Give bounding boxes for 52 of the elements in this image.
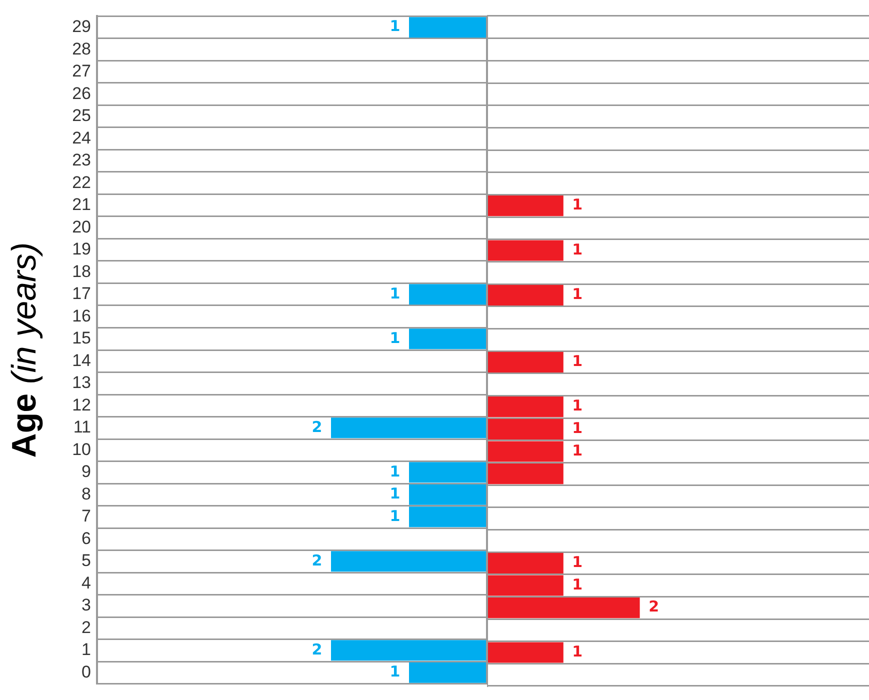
y-tick-label: 8 xyxy=(82,484,91,504)
y-axis-title: Age (in years) xyxy=(6,242,44,458)
data-label: 1 xyxy=(572,441,583,460)
data-label: 1 xyxy=(390,484,400,503)
y-tick-label: 2 xyxy=(82,618,91,637)
data-label: 2 xyxy=(648,598,660,616)
data-label: 1 xyxy=(572,575,583,594)
y-tick-label: 13 xyxy=(72,373,91,392)
y-tick-label: 12 xyxy=(72,395,91,414)
data-label: 2 xyxy=(312,551,322,570)
y-tick-label: 15 xyxy=(72,328,91,348)
y-tick-label: 27 xyxy=(72,62,91,81)
data-label: 1 xyxy=(572,240,583,258)
data-label: 1 xyxy=(390,662,400,681)
y-tick-label: 7 xyxy=(82,506,91,526)
y-tick-label: 21 xyxy=(72,195,91,214)
y-tick-label: 11 xyxy=(73,418,91,437)
data-label: 1 xyxy=(572,396,583,415)
y-tick-label: 18 xyxy=(72,262,91,281)
y-tick-label: 28 xyxy=(72,39,91,58)
y-tick-label: 16 xyxy=(72,306,91,326)
y-tick-label: 6 xyxy=(82,528,91,548)
y-tick-label: 24 xyxy=(72,128,91,148)
data-label: 1 xyxy=(572,419,583,438)
data-label: 1 xyxy=(390,506,400,525)
y-tick-label: 23 xyxy=(72,150,91,170)
data-label: 2 xyxy=(312,640,322,658)
data-label: 1 xyxy=(572,196,583,214)
y-tick-label: 10 xyxy=(72,440,91,459)
y-tick-label: 1 xyxy=(82,640,91,660)
y-tick-label: 9 xyxy=(82,462,91,482)
y-tick-label: 17 xyxy=(72,284,91,304)
y-tick-label: 4 xyxy=(82,573,91,592)
data-label: 1 xyxy=(572,642,583,660)
y-tick-label: 20 xyxy=(72,217,91,236)
y-tick-label: 26 xyxy=(72,84,91,103)
data-label: 1 xyxy=(390,17,400,36)
data-label: 1 xyxy=(390,462,400,480)
data-label: 1 xyxy=(572,285,583,304)
y-tick-label: 25 xyxy=(72,106,91,126)
y-tick-label: 0 xyxy=(82,662,91,682)
y-tick-label: 14 xyxy=(72,350,91,370)
data-label: 2 xyxy=(312,418,322,436)
data-label: 1 xyxy=(390,328,400,347)
data-label: 1 xyxy=(572,553,583,572)
data-label: 1 xyxy=(572,352,583,370)
data-label: 1 xyxy=(390,284,400,302)
y-tick-label: 5 xyxy=(82,551,91,570)
y-tick-label: 29 xyxy=(72,17,91,36)
y-tick-label: 22 xyxy=(72,172,91,192)
y-tick-label: 3 xyxy=(82,596,91,615)
y-tick-label: 19 xyxy=(72,240,91,259)
